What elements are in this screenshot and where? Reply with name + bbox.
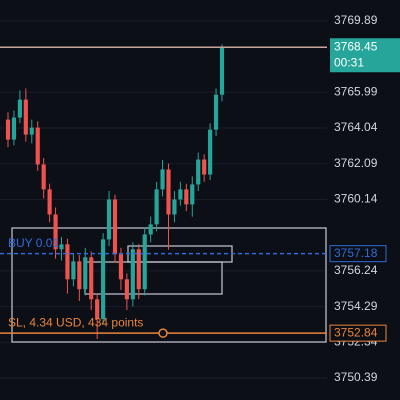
order-price-label: 3752.84 (334, 325, 378, 339)
candle-body (95, 299, 100, 320)
y-tick-label: 3762.09 (334, 156, 378, 170)
order-price-label: 3757.18 (334, 246, 378, 260)
candle-body (190, 184, 195, 205)
candle-body (196, 159, 201, 185)
candle-body (148, 224, 153, 235)
candle-body (130, 249, 135, 300)
candle-body (184, 189, 189, 205)
candle-body (71, 261, 76, 280)
candle-body (17, 99, 22, 118)
candle-body (53, 214, 58, 250)
overlay: 3769.89 3765.99 3764.04 3762.09 3760.14 3756.… (0, 13, 400, 384)
candle-body (5, 119, 11, 140)
y-tick-label: 3764.04 (334, 120, 378, 134)
y-tick-label: 3750.39 (334, 370, 378, 384)
y-tick-label: 3756.24 (334, 263, 378, 277)
candle-body (178, 189, 183, 200)
order-price-badge (329, 245, 387, 263)
candle-body (166, 169, 171, 215)
order-price-badge (329, 324, 387, 342)
candle-body (65, 244, 70, 280)
candle-body (83, 257, 88, 290)
order-line-label: BUY 0.01 (8, 236, 59, 250)
candles (5, 44, 225, 340)
candle-body (208, 129, 213, 175)
countdown-label: 00:31 (334, 55, 364, 69)
candle-body (35, 127, 40, 165)
candle-body (11, 117, 17, 140)
candle-body (213, 94, 219, 130)
candle-body (118, 254, 124, 280)
candle-body (41, 164, 46, 190)
current-price-badge (330, 38, 400, 73)
candle-body (124, 279, 129, 300)
y-tick-label: 3769.89 (334, 13, 378, 27)
candle-body (23, 99, 28, 135)
candle-body (136, 249, 141, 290)
candle-body (172, 199, 177, 215)
candle-body (29, 127, 34, 135)
candle-body (59, 244, 64, 250)
candle-body (47, 189, 52, 215)
candle-body (160, 169, 165, 190)
candle-body (112, 199, 118, 255)
candle-body (219, 47, 225, 95)
candle-body (142, 234, 147, 290)
candle-body (202, 159, 207, 175)
candle-body (101, 239, 106, 320)
candle-body (77, 261, 82, 290)
y-tick-label: 3765.99 (334, 84, 378, 98)
candle-body (106, 199, 112, 240)
candle-body (89, 257, 94, 300)
y-tick-label: 3754.29 (334, 299, 378, 313)
current-price-label: 3768.45 (334, 39, 378, 53)
order-line-label: SL, 4.34 USD, 434 points (8, 315, 143, 329)
y-tick-label: 3760.14 (334, 192, 378, 206)
order-handle (158, 328, 168, 338)
candle-body (154, 189, 159, 225)
